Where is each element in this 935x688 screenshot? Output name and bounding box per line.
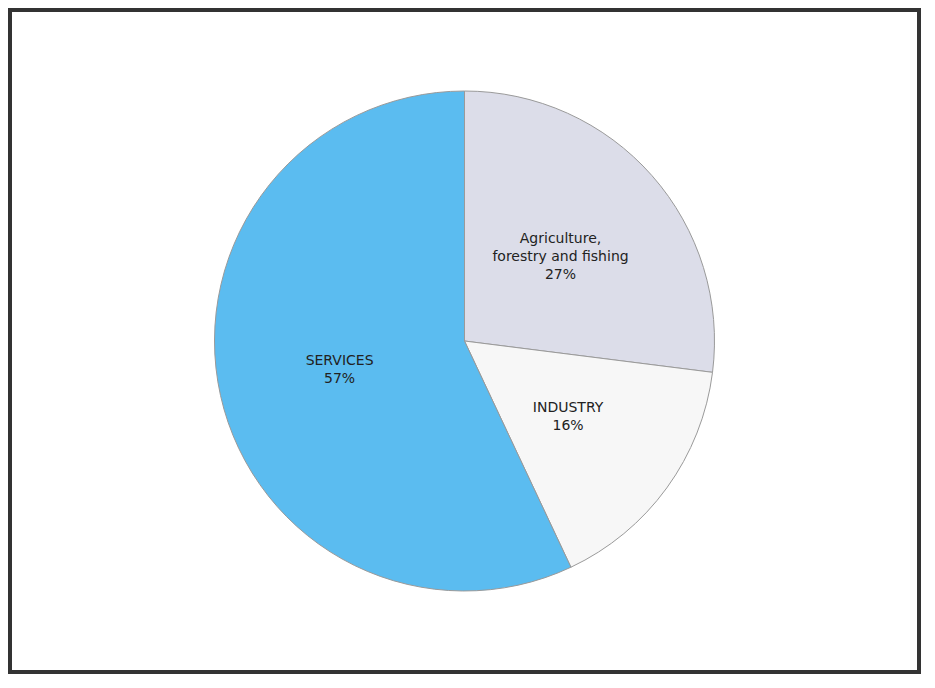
svg-text:Agriculture,: Agriculture, [520,230,601,246]
svg-text:forestry and fishing: forestry and fishing [492,248,628,264]
svg-text:57%: 57% [324,370,355,386]
svg-text:SERVICES: SERVICES [306,352,374,368]
svg-text:27%: 27% [545,266,576,282]
svg-text:16%: 16% [552,417,583,433]
svg-text:INDUSTRY: INDUSTRY [533,399,604,415]
